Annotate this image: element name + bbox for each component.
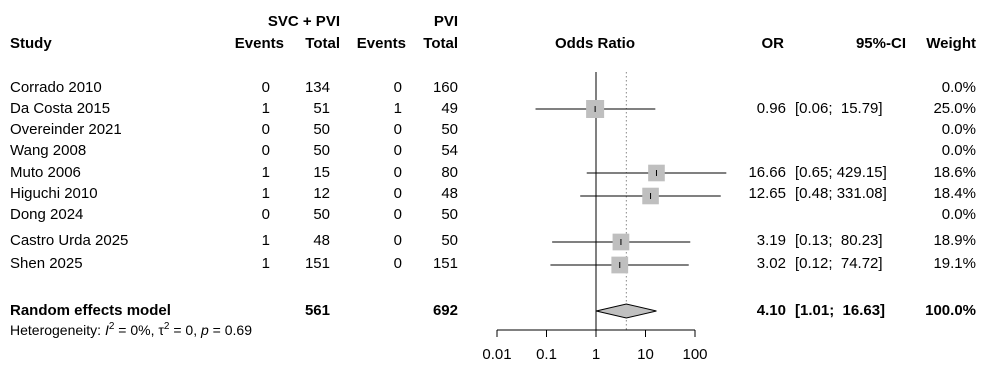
weight-value: 0.0%: [941, 206, 976, 223]
ci-value: [0.65; 429.15]: [795, 164, 887, 181]
total-2: 80: [441, 164, 458, 181]
ci-value: [0.13; 80.23]: [795, 232, 883, 249]
total-2: 48: [441, 185, 458, 202]
events-1: 0: [261, 206, 270, 223]
events-1: 1: [261, 164, 270, 181]
header-events-1: Events: [234, 35, 284, 52]
weight-value: 19.1%: [933, 255, 976, 272]
tau-exponent: 2: [163, 321, 170, 332]
weight-value: 0.0%: [941, 142, 976, 159]
total-2: 151: [432, 255, 458, 272]
total-1: 51: [313, 100, 330, 117]
total-1: 50: [313, 206, 330, 223]
weight-value: 18.9%: [933, 232, 976, 249]
study-name: Castro Urda 2025: [10, 232, 129, 249]
events-2: 0: [393, 206, 402, 223]
ci-value: [0.06; 15.79]: [795, 100, 883, 117]
total-1: 50: [313, 121, 330, 138]
total-2: 50: [441, 121, 458, 138]
heterogeneity-text: Heterogeneity: I2 = 0%, τ2 = 0, p = 0.69: [10, 321, 252, 342]
or-value: 0.96: [756, 100, 786, 117]
ci-value: [0.48; 331.08]: [795, 185, 887, 202]
or-value: 12.65: [748, 185, 786, 202]
x-tick-label: 0.01: [482, 346, 511, 363]
pooled-diamond: [596, 303, 657, 319]
header-total-2: Total: [423, 35, 458, 52]
study-name: Corrado 2010: [10, 79, 102, 96]
i2-symbol: I: [104, 322, 109, 338]
total-2: 160: [432, 79, 458, 96]
total-1: 12: [313, 185, 330, 202]
header-weight: Weight: [926, 35, 976, 52]
events-2: 0: [393, 121, 402, 138]
total-1: 134: [304, 79, 330, 96]
or-value: 3.02: [756, 255, 786, 272]
i2-exponent: 2: [108, 321, 115, 332]
x-tick-label: 0.1: [536, 346, 557, 363]
study-name: Da Costa 2015: [10, 100, 111, 117]
p-symbol: p: [201, 322, 209, 338]
weight-value: 25.0%: [933, 100, 976, 117]
events-1: 0: [261, 79, 270, 96]
total-1: 151: [304, 255, 330, 272]
total-2: 50: [441, 232, 458, 249]
events-1: 0: [261, 142, 270, 159]
study-name: Shen 2025: [10, 255, 83, 272]
header-odds-ratio: Odds Ratio: [554, 35, 635, 52]
pooled-total-1: 561: [304, 302, 330, 319]
header-or: OR: [761, 35, 785, 52]
heterogeneity-prefix: Heterogeneity:: [10, 322, 105, 338]
x-tick-label: 10: [637, 346, 654, 363]
header-total-1: Total: [305, 35, 340, 52]
weight-value: 0.0%: [941, 121, 976, 138]
events-2: 0: [393, 185, 402, 202]
i2-value: = 0%,: [114, 322, 159, 338]
events-2: 0: [393, 142, 402, 159]
events-1: 1: [261, 100, 270, 117]
p-value: = 0.69: [208, 322, 252, 338]
x-tick-label: 100: [682, 346, 707, 363]
header-group1: SVC + PVI: [267, 13, 340, 30]
total-2: 49: [441, 100, 458, 117]
study-name: Wang 2008: [10, 142, 87, 159]
study-name: Dong 2024: [10, 206, 84, 223]
events-2: 1: [393, 100, 402, 117]
events-2: 0: [393, 232, 402, 249]
x-tick-label: 1: [592, 346, 600, 363]
pooled-total-2: 692: [432, 302, 458, 319]
events-1: 1: [261, 185, 270, 202]
pooled-label: Random effects model: [10, 302, 171, 319]
header-ci: 95%-CI: [855, 35, 906, 52]
weight-value: 18.4%: [933, 185, 976, 202]
total-2: 54: [441, 142, 458, 159]
header-study: Study: [10, 35, 52, 52]
weight-value: 0.0%: [941, 79, 976, 96]
pooled-ci: [1.01; 16.63]: [795, 302, 886, 319]
pooled-weight: 100.0%: [925, 302, 976, 319]
header-events-2: Events: [356, 35, 406, 52]
study-name: Muto 2006: [10, 164, 81, 181]
events-1: 1: [261, 255, 270, 272]
events-2: 0: [393, 164, 402, 181]
header-group2: PVI: [433, 13, 458, 30]
events-1: 1: [261, 232, 270, 249]
tau-value: = 0,: [169, 322, 201, 338]
total-1: 15: [313, 164, 330, 181]
total-1: 48: [313, 232, 330, 249]
events-2: 0: [393, 255, 402, 272]
events-1: 0: [261, 121, 270, 138]
pooled-or: 4.10: [756, 302, 786, 319]
study-name: Higuchi 2010: [10, 185, 98, 202]
ci-value: [0.12; 74.72]: [795, 255, 883, 272]
tau-symbol: τ: [158, 322, 164, 338]
study-name: Overeinder 2021: [10, 121, 122, 138]
total-2: 50: [441, 206, 458, 223]
or-value: 3.19: [756, 232, 786, 249]
weight-value: 18.6%: [933, 164, 976, 181]
total-1: 50: [313, 142, 330, 159]
events-2: 0: [393, 79, 402, 96]
or-value: 16.66: [748, 164, 786, 181]
